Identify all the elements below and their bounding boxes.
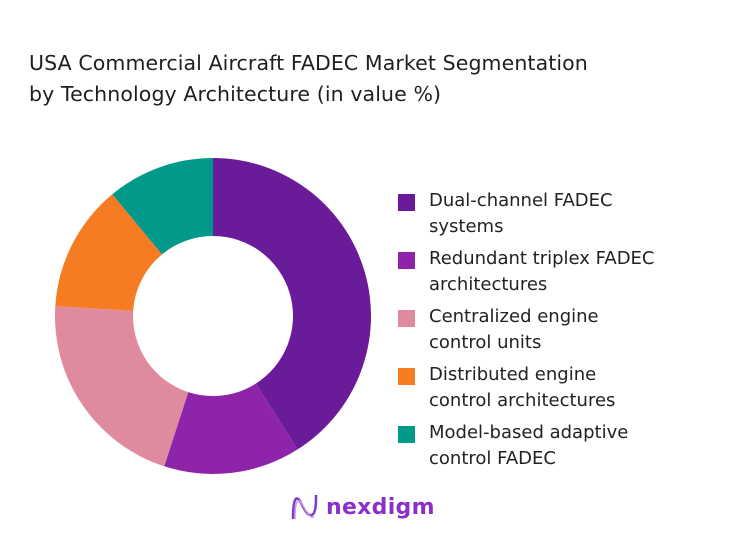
chart-title: USA Commercial Aircraft FADEC Market Seg… (29, 48, 588, 110)
slice-redundant-triplex-fadec-architectures (164, 383, 298, 474)
legend-item: Model-based adaptive control FADEC (398, 420, 728, 478)
legend-item: Dual-channel FADEC systems (398, 188, 728, 246)
legend: Dual-channel FADEC systems Redundant trip… (398, 188, 728, 478)
title-line: USA Commercial Aircraft FADEC Market Seg… (29, 51, 588, 75)
legend-label: Model-based adaptive control FADEC (429, 422, 629, 469)
legend-item: Redundant triplex FADEC architectures (398, 246, 728, 304)
legend-swatch (398, 252, 415, 269)
legend-item: Centralized engine control units (398, 304, 728, 362)
slice-model-based-adaptive-control-fadec (112, 158, 213, 255)
legend-swatch (398, 368, 415, 385)
nexdigm-logo-icon (291, 494, 318, 520)
legend-label: Centralized engine control units (429, 306, 599, 353)
legend-swatch (398, 310, 415, 327)
legend-label: Distributed engine control architectures (429, 364, 616, 411)
legend-swatch (398, 426, 415, 443)
slice-centralized-engine-control-units (54, 306, 189, 467)
slice-dual-channel-fadec-systems (213, 158, 372, 450)
legend-label: Dual-channel FADEC systems (429, 190, 613, 237)
nexdigm-logo: nexdigm (290, 491, 435, 523)
slice-distributed-engine-control-architectures (55, 194, 163, 311)
legend-swatch (398, 194, 415, 211)
title-line: by Technology Architecture (in value %) (29, 82, 442, 106)
brand-name: nexdigm (326, 494, 435, 520)
legend-label: Redundant triplex FADEC architectures (429, 248, 655, 295)
legend-item: Distributed engine control architectures (398, 362, 728, 420)
